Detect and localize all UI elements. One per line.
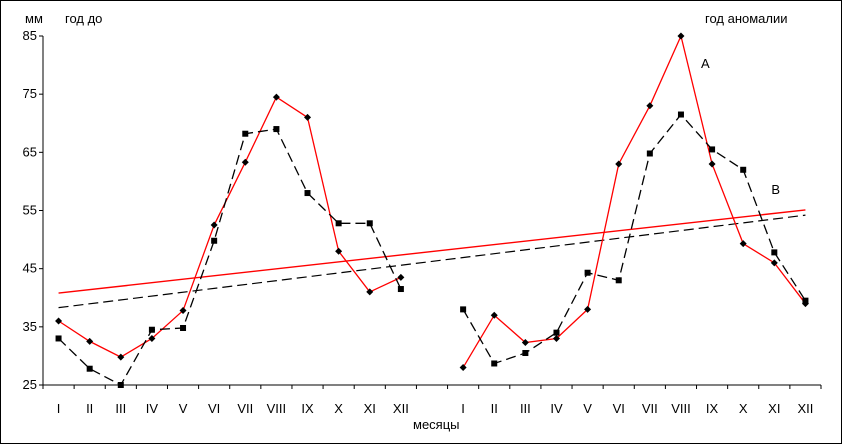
y-tick-label: 65 <box>23 144 37 159</box>
data-point-diamond <box>335 247 343 255</box>
data-point-diamond <box>272 93 280 101</box>
data-point-diamond <box>739 240 747 248</box>
right-panel-label: год аномалии <box>705 11 788 26</box>
y-tick-label: 35 <box>23 319 37 334</box>
data-point-square <box>366 220 373 227</box>
trend-line <box>58 209 806 294</box>
x-tick-label: VII <box>642 401 658 416</box>
x-tick-label: IV <box>146 401 159 416</box>
y-tick-label: 45 <box>23 261 37 276</box>
data-point-diamond <box>459 364 467 372</box>
x-tick-label: X <box>334 401 343 416</box>
x-tick-label: I <box>57 401 61 416</box>
data-point-square <box>397 286 404 293</box>
data-point-square <box>553 329 560 336</box>
x-tick-label: IX <box>301 401 314 416</box>
x-tick-label: X <box>739 401 748 416</box>
y-unit-label: мм <box>25 11 43 26</box>
data-point-diamond <box>210 221 218 229</box>
data-point-square <box>117 382 124 388</box>
data-point-diamond <box>179 307 187 315</box>
x-tick-label: IV <box>550 401 563 416</box>
data-point-square <box>615 277 622 284</box>
series-line <box>462 33 806 368</box>
data-point-diamond <box>708 160 716 168</box>
left-panel-label: год до <box>65 11 103 26</box>
x-tick-label: IX <box>706 401 719 416</box>
x-tick-label: XI <box>364 401 376 416</box>
x-axis-title: месяцы <box>413 417 460 432</box>
x-tick-label: III <box>115 401 126 416</box>
data-point-square <box>646 150 653 157</box>
series-label-b: B <box>771 182 780 197</box>
data-point-square <box>55 335 62 342</box>
x-tick-label: II <box>86 401 93 416</box>
series-label-a: A <box>701 56 710 71</box>
x-tick-label: V <box>179 401 188 416</box>
y-tick-label: 25 <box>23 377 37 392</box>
series-line <box>58 96 402 358</box>
data-point-diamond <box>304 113 312 121</box>
data-point-square <box>180 324 187 331</box>
x-tick-label: VII <box>237 401 253 416</box>
data-point-square <box>584 269 591 276</box>
y-tick-label: 55 <box>23 203 37 218</box>
x-tick-label: I <box>461 401 465 416</box>
data-point-square <box>677 111 684 118</box>
data-point-diamond <box>490 311 498 319</box>
series-line <box>58 128 402 386</box>
data-point-square <box>740 166 747 173</box>
x-tick-label: XII <box>797 401 813 416</box>
data-point-diamond <box>677 32 685 40</box>
y-tick-label: 85 <box>23 28 37 43</box>
data-point-square <box>335 220 342 227</box>
data-point-diamond <box>86 337 94 345</box>
data-point-diamond <box>241 158 249 166</box>
y-tick-label: 75 <box>23 86 37 101</box>
data-point-diamond <box>148 334 156 342</box>
data-point-square <box>304 190 311 197</box>
data-point-square <box>242 130 249 137</box>
data-point-diamond <box>117 353 125 361</box>
x-tick-label: VIII <box>671 401 691 416</box>
data-point-square <box>148 326 155 333</box>
data-point-square <box>273 126 280 133</box>
data-point-diamond <box>615 160 623 168</box>
x-tick-label: VI <box>208 401 220 416</box>
data-point-diamond <box>584 305 592 313</box>
x-tick-label: VIII <box>267 401 287 416</box>
data-point-diamond <box>397 273 405 281</box>
x-tick-label: XII <box>393 401 409 416</box>
data-point-square <box>522 350 529 357</box>
x-tick-label: III <box>520 401 531 416</box>
data-point-diamond <box>646 102 654 110</box>
data-point-diamond <box>366 288 374 296</box>
x-tick-label: II <box>491 401 498 416</box>
data-point-square <box>460 306 467 313</box>
data-point-square <box>709 146 716 153</box>
data-point-square <box>491 360 498 367</box>
data-point-diamond <box>552 334 560 342</box>
series-line <box>462 113 806 365</box>
data-point-diamond <box>521 339 529 347</box>
data-point-square <box>802 297 809 304</box>
data-point-square <box>771 249 778 256</box>
x-tick-label: V <box>583 401 592 416</box>
data-point-diamond <box>55 317 63 325</box>
x-tick-label: VI <box>613 401 625 416</box>
data-point-square <box>211 237 218 244</box>
x-tick-label: XI <box>768 401 780 416</box>
trend-line <box>58 214 806 309</box>
data-point-diamond <box>770 259 778 267</box>
data-point-square <box>86 365 93 372</box>
